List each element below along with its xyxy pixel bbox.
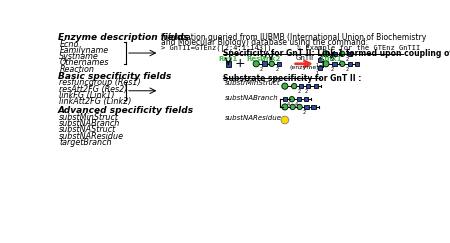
Text: linkAtt2FG (Link2): linkAtt2FG (Link2) bbox=[59, 97, 132, 106]
Text: Enzyme description fields: Enzyme description fields bbox=[58, 33, 189, 42]
FancyBboxPatch shape bbox=[225, 61, 231, 67]
Circle shape bbox=[323, 61, 329, 67]
Text: Link2: Link2 bbox=[260, 56, 281, 62]
FancyBboxPatch shape bbox=[348, 62, 352, 66]
Text: Familyname: Familyname bbox=[59, 46, 108, 55]
Text: substNAResidue: substNAResidue bbox=[59, 131, 124, 140]
Text: 1: 1 bbox=[316, 63, 319, 68]
FancyBboxPatch shape bbox=[318, 66, 322, 70]
Text: GnTII: GnTII bbox=[295, 55, 313, 61]
FancyBboxPatch shape bbox=[299, 84, 303, 88]
Circle shape bbox=[339, 51, 345, 56]
Text: Systname: Systname bbox=[59, 52, 99, 61]
Text: Othernames: Othernames bbox=[59, 58, 109, 67]
FancyBboxPatch shape bbox=[318, 58, 322, 62]
Text: 2: 2 bbox=[303, 110, 306, 115]
Text: Information queried from IUBMB (International Union of Biochemistry: Information queried from IUBMB (Internat… bbox=[161, 33, 426, 42]
Text: 2: 2 bbox=[346, 67, 349, 72]
Text: Specificity for GnT II: Link 1 formed upon coupling of Res1 to Res 2.: Specificity for GnT II: Link 1 formed up… bbox=[223, 49, 450, 58]
Text: 2: 2 bbox=[331, 57, 334, 62]
Text: linkFG (Link1): linkFG (Link1) bbox=[59, 91, 115, 100]
Text: 4: 4 bbox=[287, 102, 290, 107]
Text: Res2: Res2 bbox=[247, 56, 266, 62]
Circle shape bbox=[282, 104, 288, 110]
FancyBboxPatch shape bbox=[314, 84, 318, 88]
Text: targetBranch: targetBranch bbox=[59, 138, 112, 147]
Text: Res1: Res1 bbox=[219, 56, 238, 62]
Text: and Molecular Biology) database using the command:: and Molecular Biology) database using th… bbox=[161, 38, 368, 47]
Text: 2: 2 bbox=[297, 89, 301, 94]
Text: 2: 2 bbox=[275, 67, 279, 72]
Circle shape bbox=[290, 104, 295, 110]
Text: (enzyme): (enzyme) bbox=[289, 65, 319, 70]
Text: 2: 2 bbox=[331, 67, 334, 72]
Text: substNABranch: substNABranch bbox=[225, 95, 278, 101]
Text: Link1: Link1 bbox=[320, 56, 342, 62]
Text: Basic specificity fields: Basic specificity fields bbox=[58, 71, 171, 80]
FancyBboxPatch shape bbox=[305, 105, 309, 109]
Circle shape bbox=[289, 96, 295, 102]
Circle shape bbox=[253, 61, 259, 67]
Text: Substrate specificity for GnT II :: Substrate specificity for GnT II : bbox=[223, 74, 361, 83]
Circle shape bbox=[292, 83, 297, 89]
Circle shape bbox=[323, 51, 329, 57]
FancyBboxPatch shape bbox=[306, 84, 310, 88]
FancyBboxPatch shape bbox=[348, 52, 352, 56]
FancyBboxPatch shape bbox=[304, 97, 308, 101]
Text: 2: 2 bbox=[304, 89, 307, 94]
FancyBboxPatch shape bbox=[333, 52, 337, 56]
Text: resAtt2FG (Res2): resAtt2FG (Res2) bbox=[59, 85, 128, 94]
FancyBboxPatch shape bbox=[262, 61, 267, 66]
Text: 4: 4 bbox=[295, 102, 298, 107]
FancyBboxPatch shape bbox=[355, 62, 359, 66]
Text: substNAResidue: substNAResidue bbox=[225, 115, 281, 122]
Text: 2: 2 bbox=[346, 57, 349, 62]
Text: Ecno: Ecno bbox=[59, 40, 79, 49]
Text: Reaction: Reaction bbox=[59, 65, 94, 74]
Text: Advanced specificity fields: Advanced specificity fields bbox=[58, 106, 194, 115]
FancyBboxPatch shape bbox=[277, 62, 281, 66]
Circle shape bbox=[339, 61, 345, 67]
Text: +: + bbox=[234, 57, 245, 70]
Text: substNAStruct: substNAStruct bbox=[59, 125, 117, 134]
Text: > GnTII=GTEnz([2;4;1;143])      % Example for the GTEnz GnTII: > GnTII=GTEnz([2;4;1;143]) % Example for… bbox=[161, 44, 420, 51]
Text: substMinStruct: substMinStruct bbox=[59, 113, 119, 122]
Circle shape bbox=[282, 83, 288, 89]
Circle shape bbox=[269, 61, 274, 67]
Circle shape bbox=[297, 104, 302, 110]
FancyBboxPatch shape bbox=[333, 62, 337, 66]
Text: 1: 1 bbox=[316, 71, 319, 76]
Text: substrMinStruct: substrMinStruct bbox=[225, 80, 280, 86]
Text: resfuncgroup (Res1): resfuncgroup (Res1) bbox=[59, 78, 141, 87]
Text: 2: 2 bbox=[260, 67, 263, 72]
FancyBboxPatch shape bbox=[297, 97, 301, 101]
Text: substNABranch: substNABranch bbox=[59, 119, 121, 128]
FancyBboxPatch shape bbox=[283, 97, 287, 101]
FancyBboxPatch shape bbox=[311, 105, 316, 109]
Circle shape bbox=[281, 116, 289, 124]
